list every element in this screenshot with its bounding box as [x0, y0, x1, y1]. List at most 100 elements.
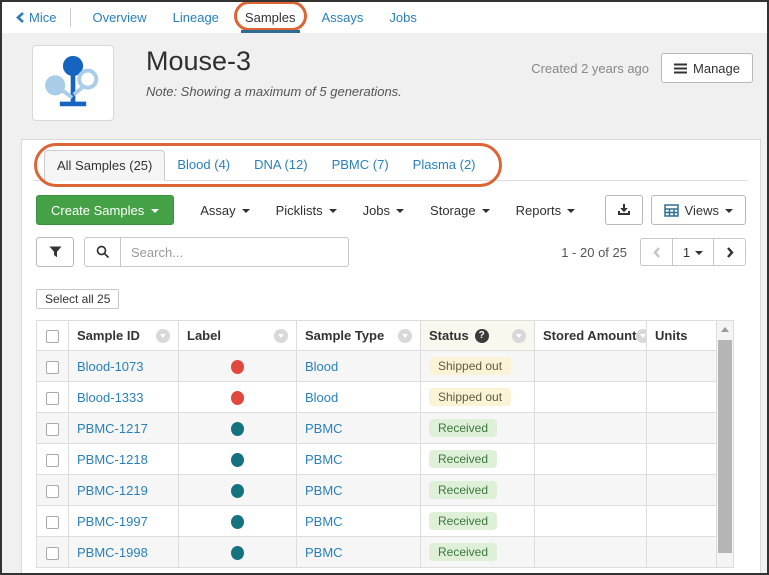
storage-menu[interactable]: Storage	[430, 203, 490, 218]
export-button[interactable]	[604, 195, 643, 225]
generations-note: Note: Showing a maximum of 5 generations…	[146, 84, 402, 99]
assay-menu[interactable]: Assay	[200, 203, 250, 218]
label-color-dot	[231, 483, 244, 498]
pagination: 1 - 20 of 25 1	[561, 238, 746, 266]
label-cell	[178, 381, 297, 413]
toolbar-right: Views	[604, 195, 746, 225]
row-checkbox[interactable]	[46, 360, 59, 374]
sample-id-link[interactable]: PBMC-1217	[77, 420, 148, 436]
sample-id-link[interactable]: PBMC-1219	[77, 482, 148, 498]
column-label: Label	[187, 328, 221, 343]
nav-tab-overview[interactable]: Overview	[92, 2, 146, 33]
tab-plasma[interactable]: Plasma (2)	[412, 157, 476, 172]
table-scrollbar[interactable]	[717, 320, 734, 568]
tab-pbmc[interactable]: PBMC (7)	[331, 157, 389, 172]
row-checkbox[interactable]	[46, 515, 59, 529]
help-icon[interactable]: ?	[474, 328, 489, 343]
label-color-dot	[231, 545, 244, 560]
row-checkbox[interactable]	[46, 391, 59, 405]
sample-id-link[interactable]: PBMC-1998	[77, 544, 148, 560]
caret-down-icon	[396, 208, 405, 213]
nav-tab-samples[interactable]: Samples	[233, 2, 307, 33]
row-checkbox[interactable]	[46, 484, 59, 498]
column-menu-icon[interactable]	[636, 328, 646, 343]
create-samples-button[interactable]: Create Samples	[36, 195, 175, 225]
column-header-stored-amount: Stored Amount	[534, 320, 647, 351]
nav-tab-assays[interactable]: Assays	[322, 2, 364, 33]
column-menu-icon[interactable]	[398, 328, 412, 343]
sample-type-link[interactable]: PBMC	[305, 544, 343, 560]
sample-type-link[interactable]: Blood	[305, 358, 339, 374]
manage-button-label: Manage	[693, 60, 740, 76]
page-number-dropdown[interactable]: 1	[672, 238, 714, 266]
table-row: PBMC-1998 PBMC Received	[36, 536, 717, 568]
sample-type-cell: PBMC	[296, 536, 421, 568]
nav-tab-jobs[interactable]: Jobs	[389, 2, 416, 33]
caret-down-icon	[725, 208, 733, 213]
sample-type-cell: PBMC	[296, 412, 421, 444]
status-badge: Shipped out	[429, 388, 512, 406]
search-button[interactable]	[84, 237, 121, 267]
jobs-menu-label: Jobs	[362, 202, 391, 218]
caret-down-icon	[328, 208, 337, 213]
column-label: Sample ID	[77, 328, 140, 343]
row-checkbox[interactable]	[46, 422, 59, 436]
next-page-button[interactable]	[713, 238, 746, 266]
reports-menu[interactable]: Reports	[516, 203, 576, 218]
label-cell	[178, 412, 297, 444]
sample-id-link[interactable]: Blood-1073	[77, 358, 144, 374]
back-link-label: Mice	[29, 10, 57, 25]
picklists-menu[interactable]: Picklists	[276, 203, 337, 218]
caret-down-icon	[481, 208, 490, 213]
row-checkbox[interactable]	[46, 546, 59, 560]
column-label: Units	[655, 328, 688, 343]
chevron-right-icon	[726, 246, 734, 258]
manage-button[interactable]: Manage	[661, 53, 753, 83]
table-row: PBMC-1219 PBMC Received	[36, 474, 717, 506]
stored-amount-cell	[534, 381, 647, 413]
select-all-checkbox[interactable]	[46, 330, 59, 344]
storage-menu-label: Storage	[430, 202, 476, 218]
picklists-menu-label: Picklists	[275, 202, 323, 218]
prev-page-button[interactable]	[640, 238, 673, 266]
search-input[interactable]	[121, 237, 349, 267]
status-cell: Received	[420, 474, 535, 506]
sample-id-link[interactable]: PBMC-1218	[77, 451, 148, 467]
column-menu-icon[interactable]	[512, 328, 526, 343]
sample-type-link[interactable]: PBMC	[305, 420, 343, 436]
row-checkbox-cell	[36, 350, 69, 382]
title-block: Mouse-3 Note: Showing a maximum of 5 gen…	[146, 45, 531, 99]
nav-tab-assays-label: Assays	[321, 10, 364, 25]
tab-dna[interactable]: DNA (12)	[254, 157, 308, 172]
tab-blood[interactable]: Blood (4)	[177, 157, 231, 172]
reports-menu-label: Reports	[515, 202, 562, 218]
sample-type-cell: PBMC	[296, 443, 421, 475]
views-button[interactable]: Views	[650, 195, 746, 225]
sample-type-link[interactable]: PBMC	[305, 513, 343, 529]
table-header-row: Sample ID Label Sample Type Status? Stor…	[36, 320, 717, 351]
back-link-mice[interactable]: Mice	[16, 2, 56, 33]
select-all-button[interactable]: Select all 25	[36, 289, 120, 309]
scrollbar-thumb[interactable]	[718, 340, 732, 553]
tab-all-samples[interactable]: All Samples (25)	[44, 150, 166, 181]
jobs-menu[interactable]: Jobs	[362, 202, 405, 218]
filter-button[interactable]	[36, 237, 74, 267]
column-menu-icon[interactable]	[274, 328, 288, 343]
sample-type-cell: Blood	[296, 350, 421, 382]
hamburger-icon	[674, 63, 688, 73]
sample-type-link[interactable]: PBMC	[305, 451, 343, 467]
status-cell: Received	[420, 443, 535, 475]
caret-down-icon	[695, 250, 704, 255]
sample-type-link[interactable]: Blood	[305, 389, 339, 405]
sample-id-link[interactable]: PBMC-1997	[77, 513, 148, 529]
units-cell	[646, 412, 717, 444]
create-samples-label: Create Samples	[51, 202, 145, 218]
sample-type-tabs: All Samples (25) Blood (4) DNA (12) PBMC…	[34, 143, 748, 187]
sample-type-link[interactable]: PBMC	[305, 482, 343, 498]
nav-tab-lineage[interactable]: Lineage	[173, 2, 219, 33]
column-menu-icon[interactable]	[156, 328, 170, 343]
row-checkbox[interactable]	[46, 453, 59, 467]
nav-tab-jobs-label: Jobs	[389, 10, 417, 25]
scrollbar-up-arrow-icon[interactable]	[717, 321, 733, 338]
sample-id-link[interactable]: Blood-1333	[77, 389, 144, 405]
